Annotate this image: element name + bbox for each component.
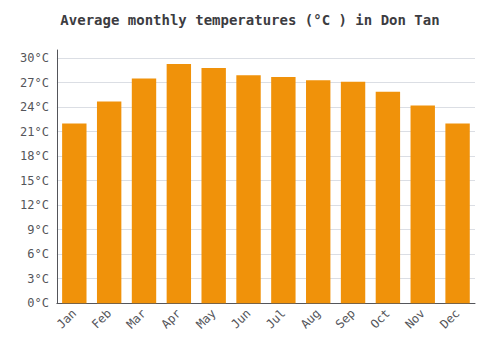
svg-text:Apr: Apr: [159, 306, 184, 331]
svg-text:12°C: 12°C: [20, 198, 49, 212]
svg-text:18°C: 18°C: [20, 149, 49, 163]
svg-text:Dec: Dec: [437, 306, 462, 331]
svg-text:Jul: Jul: [263, 306, 288, 331]
svg-text:15°C: 15°C: [20, 174, 49, 188]
svg-text:Jun: Jun: [228, 306, 253, 331]
svg-text:30°C: 30°C: [20, 51, 49, 65]
svg-text:24°C: 24°C: [20, 100, 49, 114]
svg-text:May: May: [193, 306, 218, 331]
svg-text:Mar: Mar: [124, 306, 149, 331]
svg-text:27°C: 27°C: [20, 76, 49, 90]
svg-text:Oct: Oct: [368, 306, 393, 331]
svg-text:Jan: Jan: [54, 306, 79, 331]
svg-text:Feb: Feb: [89, 306, 114, 331]
svg-text:0°C: 0°C: [27, 296, 49, 310]
svg-text:Nov: Nov: [402, 306, 427, 331]
svg-text:9°C: 9°C: [27, 223, 49, 237]
svg-text:6°C: 6°C: [27, 247, 49, 261]
svg-text:Average monthly temperatures (: Average monthly temperatures (°C ) in Do…: [60, 12, 439, 28]
svg-text:Aug: Aug: [298, 306, 323, 331]
svg-text:Sep: Sep: [333, 306, 358, 331]
svg-text:3°C: 3°C: [27, 272, 49, 286]
svg-text:21°C: 21°C: [20, 125, 49, 139]
